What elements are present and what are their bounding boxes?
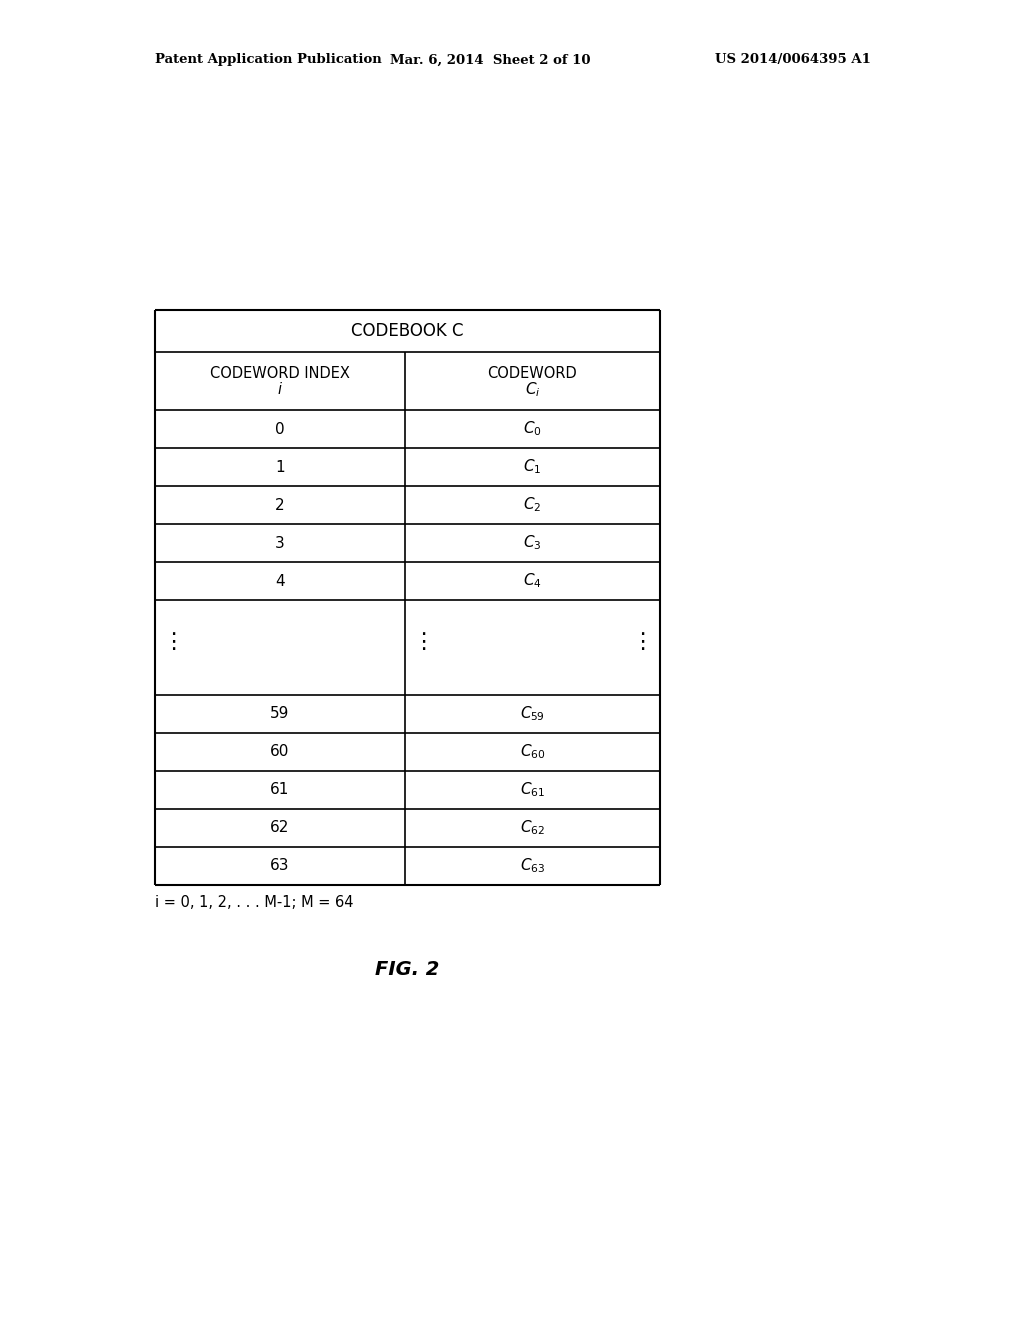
Text: $C_{60}$: $C_{60}$ — [520, 743, 546, 762]
Text: ⋮: ⋮ — [412, 632, 434, 652]
Text: $C_{63}$: $C_{63}$ — [520, 857, 545, 875]
Text: $C_{1}$: $C_{1}$ — [523, 458, 542, 477]
Text: $C_{59}$: $C_{59}$ — [520, 705, 545, 723]
Text: CODEWORD: CODEWORD — [487, 367, 578, 381]
Text: $C_i$: $C_i$ — [524, 380, 541, 400]
Text: 4: 4 — [275, 573, 285, 589]
Text: 63: 63 — [270, 858, 290, 874]
Text: 2: 2 — [275, 498, 285, 512]
Text: 62: 62 — [270, 821, 290, 836]
Text: Mar. 6, 2014  Sheet 2 of 10: Mar. 6, 2014 Sheet 2 of 10 — [390, 54, 591, 66]
Text: $C_{2}$: $C_{2}$ — [523, 495, 542, 515]
Text: 3: 3 — [275, 536, 285, 550]
Text: 1: 1 — [275, 459, 285, 474]
Text: $C_{61}$: $C_{61}$ — [520, 780, 545, 800]
Text: $C_{3}$: $C_{3}$ — [523, 533, 542, 552]
Text: 60: 60 — [270, 744, 290, 759]
Text: US 2014/0064395 A1: US 2014/0064395 A1 — [715, 54, 870, 66]
Text: ⋮: ⋮ — [631, 632, 653, 652]
Text: i = 0, 1, 2, . . . M-1; M = 64: i = 0, 1, 2, . . . M-1; M = 64 — [155, 895, 353, 909]
Text: ⋮: ⋮ — [162, 632, 184, 652]
Text: CODEWORD INDEX: CODEWORD INDEX — [210, 367, 350, 381]
Text: 0: 0 — [275, 421, 285, 437]
Text: CODEBOOK C: CODEBOOK C — [351, 322, 464, 341]
Text: 61: 61 — [270, 783, 290, 797]
Text: $C_{0}$: $C_{0}$ — [523, 420, 542, 438]
Text: FIG. 2: FIG. 2 — [376, 960, 439, 979]
Text: $C_{62}$: $C_{62}$ — [520, 818, 545, 837]
Text: $C_{4}$: $C_{4}$ — [523, 572, 542, 590]
Text: Patent Application Publication: Patent Application Publication — [155, 54, 382, 66]
Text: 59: 59 — [270, 706, 290, 722]
Text: i: i — [278, 383, 282, 397]
